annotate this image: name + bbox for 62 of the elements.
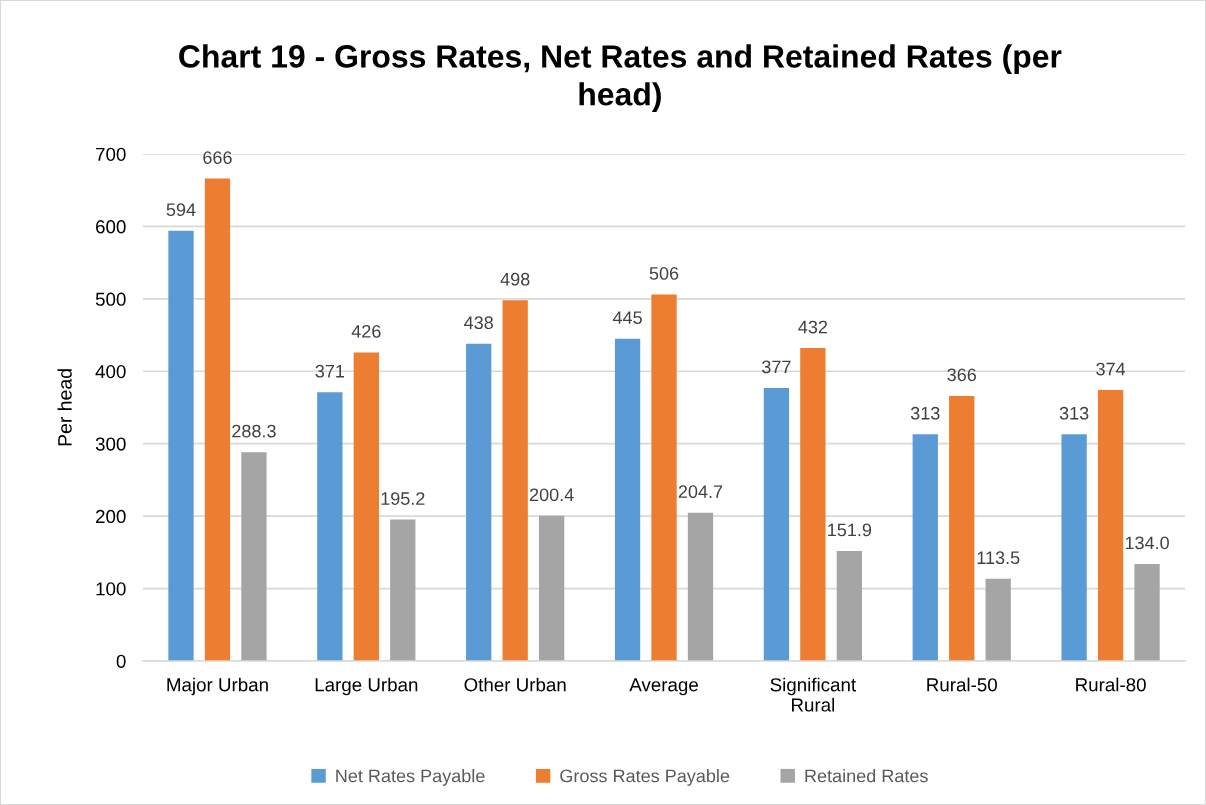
data-label: 204.7 (678, 485, 723, 499)
bar (912, 434, 938, 661)
y-tick-label: 400 (95, 364, 126, 379)
data-label: 377 (762, 360, 791, 374)
y-tick-label: 300 (95, 437, 126, 451)
chart-title: Chart 19 - Gross Rates, Net Rates and Retained Rates (per head) (179, 44, 1062, 112)
data-label: 313 (910, 406, 940, 420)
data-label: 134.0 (1125, 536, 1169, 550)
x-tick-label: Large Urban (315, 677, 418, 696)
data-label: 371 (315, 364, 345, 378)
data-label: 313 (1059, 406, 1089, 420)
data-label: 151.9 (828, 523, 872, 537)
bar (985, 578, 1011, 661)
y-tick-label: 200 (96, 509, 126, 524)
data-label: 594 (166, 203, 196, 217)
bar (1134, 563, 1160, 661)
y-tick-label: 100 (96, 582, 126, 596)
y-axis-title: Per head (57, 369, 72, 446)
bar (763, 387, 790, 661)
bar (949, 395, 975, 661)
bar (204, 178, 231, 661)
bar (538, 515, 565, 661)
data-label: 366 (947, 368, 976, 382)
data-label: 438 (464, 316, 493, 330)
y-tick-label: 0 (116, 654, 126, 668)
legend-label: Retained Rates (805, 769, 928, 783)
bar (1097, 390, 1124, 661)
bar (651, 294, 677, 661)
data-label: 498 (500, 272, 530, 286)
data-label: 195.2 (381, 492, 425, 505)
data-label: 445 (612, 311, 642, 325)
data-label: 666 (203, 151, 232, 164)
bar (800, 348, 826, 661)
bar (390, 519, 416, 661)
x-tick-label: Rural-50 (927, 677, 997, 692)
x-tick-label: Significant Rural (770, 677, 856, 712)
data-label: 374 (1096, 362, 1126, 376)
bar (353, 352, 379, 661)
bar (836, 550, 862, 661)
y-tick-label: 500 (95, 292, 126, 306)
bar (502, 300, 528, 661)
bar (614, 338, 641, 661)
data-label: 506 (649, 267, 679, 280)
data-label: 288.3 (232, 424, 276, 438)
data-label: 113.5 (977, 551, 1020, 565)
legend-label: Gross Rates Payable (560, 769, 730, 786)
data-label: 432 (798, 320, 828, 334)
data-label: 200.4 (529, 488, 574, 502)
bar (1061, 434, 1087, 661)
legend-label: Net Rates Payable (336, 769, 485, 786)
x-tick-label: Major Urban (167, 677, 268, 696)
bar (241, 452, 267, 661)
data-label: 426 (351, 324, 381, 338)
bar (687, 512, 714, 661)
x-tick-label: Rural-80 (1076, 677, 1146, 692)
bar (466, 343, 492, 661)
bar (317, 392, 343, 661)
y-tick-label: 600 (96, 220, 126, 234)
x-tick-label: Other Urban (464, 677, 566, 692)
y-tick-label: 700 (96, 147, 126, 161)
x-tick-label: Average (629, 678, 698, 696)
bar (168, 230, 194, 661)
